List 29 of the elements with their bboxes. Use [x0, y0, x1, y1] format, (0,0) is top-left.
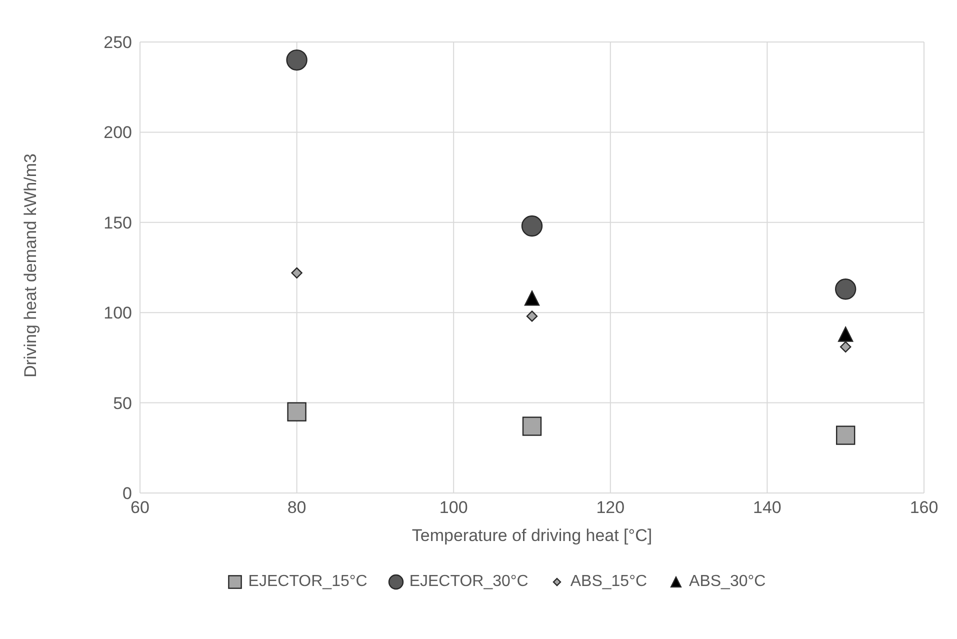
x-tick-label: 80	[287, 498, 306, 518]
x-tick-label: 140	[753, 498, 782, 518]
legend-label: ABS_15°C	[570, 573, 648, 591]
point	[286, 49, 308, 71]
legend-label: EJECTOR_15°C	[248, 573, 368, 591]
y-tick-label: 250	[104, 33, 132, 52]
legend-label: ABS_30°C	[689, 573, 766, 591]
point	[522, 416, 542, 436]
point	[291, 267, 302, 279]
point	[835, 278, 856, 300]
legend-label: EJECTOR_30°C	[409, 573, 528, 591]
x-axis-title: Temperature of driving heat [°C]	[412, 526, 652, 545]
point	[521, 215, 543, 237]
point	[840, 341, 852, 352]
point	[287, 402, 306, 422]
x-tick-label: 160	[910, 498, 938, 518]
point	[526, 310, 538, 322]
point	[838, 326, 854, 342]
point	[524, 290, 540, 306]
y-tick-label: 100	[104, 304, 132, 323]
point	[836, 426, 856, 445]
y-tick-label: 50	[113, 394, 132, 413]
x-tick-label: 100	[439, 498, 468, 518]
y-tick-label: 150	[104, 213, 132, 232]
x-tick-label: 60	[130, 498, 150, 518]
y-axis-title: Driving heat demand kWh/m3	[21, 154, 40, 378]
y-tick-label: 200	[104, 123, 132, 142]
y-tick-label: 0	[122, 484, 132, 504]
x-tick-label: 120	[596, 498, 625, 518]
